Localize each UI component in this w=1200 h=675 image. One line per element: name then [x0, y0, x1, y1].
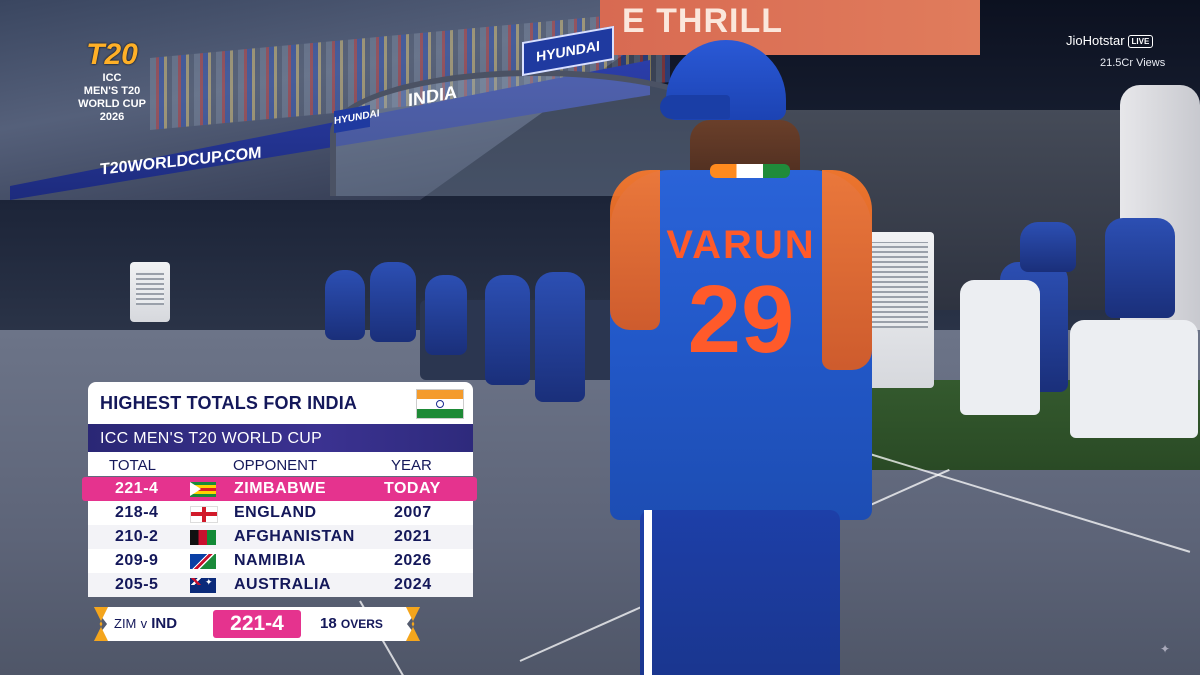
column-header-opponent: OPPONENT [233, 457, 318, 474]
card-header: HIGHEST TOTALS FOR INDIA [88, 382, 473, 424]
row-total: 218-4 [115, 504, 159, 521]
india-flag-icon [416, 389, 464, 419]
logo-year: 2026 [99, 111, 125, 123]
namibia-flag-icon [190, 554, 216, 569]
vs-label: v [140, 616, 148, 631]
zimbabwe-flag-icon [190, 482, 216, 497]
card-subtitle: ICC MEN'S T20 WORLD CUP [100, 430, 323, 447]
thrill-banner [600, 0, 980, 55]
player-pants [640, 510, 840, 675]
sparkle-icon: ✦ [1160, 642, 1171, 656]
australia-flag-icon [190, 577, 216, 593]
player-varun: VARUN 29 [610, 40, 880, 675]
afghanistan-flag-icon [190, 530, 216, 545]
card-subheader: ICC MEN'S T20 WORLD CUP [88, 424, 473, 452]
team1-code: ZIM [114, 616, 137, 631]
row-total: 209-9 [115, 552, 159, 569]
table-row-highlighted: 221-4 ZIMBABWE TODAY [82, 477, 477, 501]
air-cooler [130, 262, 170, 322]
logo-line-icc: ICC [102, 72, 122, 84]
highest-totals-card: HIGHEST TOTALS FOR INDIA ICC MEN'S T20 W… [82, 382, 477, 598]
row-total: 210-2 [115, 528, 159, 545]
broadcaster-name: JioHotstar [1066, 33, 1125, 48]
row-opponent: ZIMBABWE [234, 480, 326, 497]
seated-player [1020, 222, 1076, 272]
team2-code: IND [151, 615, 178, 632]
seated-player [1105, 218, 1175, 318]
row-opponent: ENGLAND [234, 504, 317, 521]
seated-player [485, 275, 530, 385]
jersey-sleeve-left [610, 170, 660, 330]
row-year: 2024 [394, 576, 432, 593]
pants-stripe [644, 510, 652, 675]
row-total: 205-5 [115, 576, 159, 593]
row-opponent: AUSTRALIA [234, 576, 331, 593]
jersey-number: 29 [687, 266, 795, 373]
thrill-banner-text: E THRILL [622, 2, 783, 40]
t20-world-cup-logo: T20 ICC MEN'S T20 WORLD CUP 2026 [72, 38, 152, 123]
dugout-chair [1070, 320, 1198, 438]
cap-brim [660, 95, 730, 119]
table-row: 218-4 ENGLAND 2007 [88, 501, 473, 525]
column-header-year: YEAR [391, 457, 432, 474]
match-label: ZIM v IND [114, 615, 177, 632]
logo-line-world-cup: WORLD CUP [78, 98, 146, 110]
column-header-row [88, 452, 473, 476]
row-opponent: AFGHANISTAN [234, 528, 355, 545]
seated-player [425, 275, 467, 355]
view-count: 21.5Cr Views [1100, 57, 1166, 69]
dugout-chair [960, 280, 1040, 415]
row-year: 2026 [394, 552, 432, 569]
card-title: HIGHEST TOTALS FOR INDIA [100, 393, 358, 413]
row-year: TODAY [384, 480, 441, 497]
logo-line-mens: MEN'S T20 [83, 85, 141, 97]
jersey-name: VARUN [666, 223, 816, 267]
england-flag-icon [190, 506, 218, 523]
live-badge: LIVE [1127, 35, 1154, 49]
overs-label: OVERS [340, 617, 383, 631]
score-bug: ZIM v IND 221-4 18 OVERS [94, 607, 420, 641]
tricolor-collar [710, 164, 790, 178]
table-row: 209-9 NAMIBIA 2026 [88, 549, 473, 573]
overs-count: 18 [320, 615, 337, 632]
broadcaster-logo: JioHotstar LIVE [1066, 33, 1154, 49]
seated-player [370, 262, 416, 342]
column-header-total: TOTAL [109, 457, 156, 474]
table-row: 205-5 AUSTRALIA 2024 [88, 573, 473, 597]
overs-display: 18 OVERS [320, 615, 383, 632]
table-row: 210-2 AFGHANISTAN 2021 [88, 525, 473, 549]
t20-logo-mark: T20 [86, 38, 138, 71]
current-score: 221-4 [213, 610, 301, 638]
row-year: 2007 [394, 504, 432, 521]
row-opponent: NAMIBIA [234, 552, 306, 569]
row-year: 2021 [394, 528, 432, 545]
seated-player [325, 270, 365, 340]
jersey-sleeve-right [822, 170, 872, 370]
row-total: 221-4 [115, 480, 159, 497]
seated-player [535, 272, 585, 402]
